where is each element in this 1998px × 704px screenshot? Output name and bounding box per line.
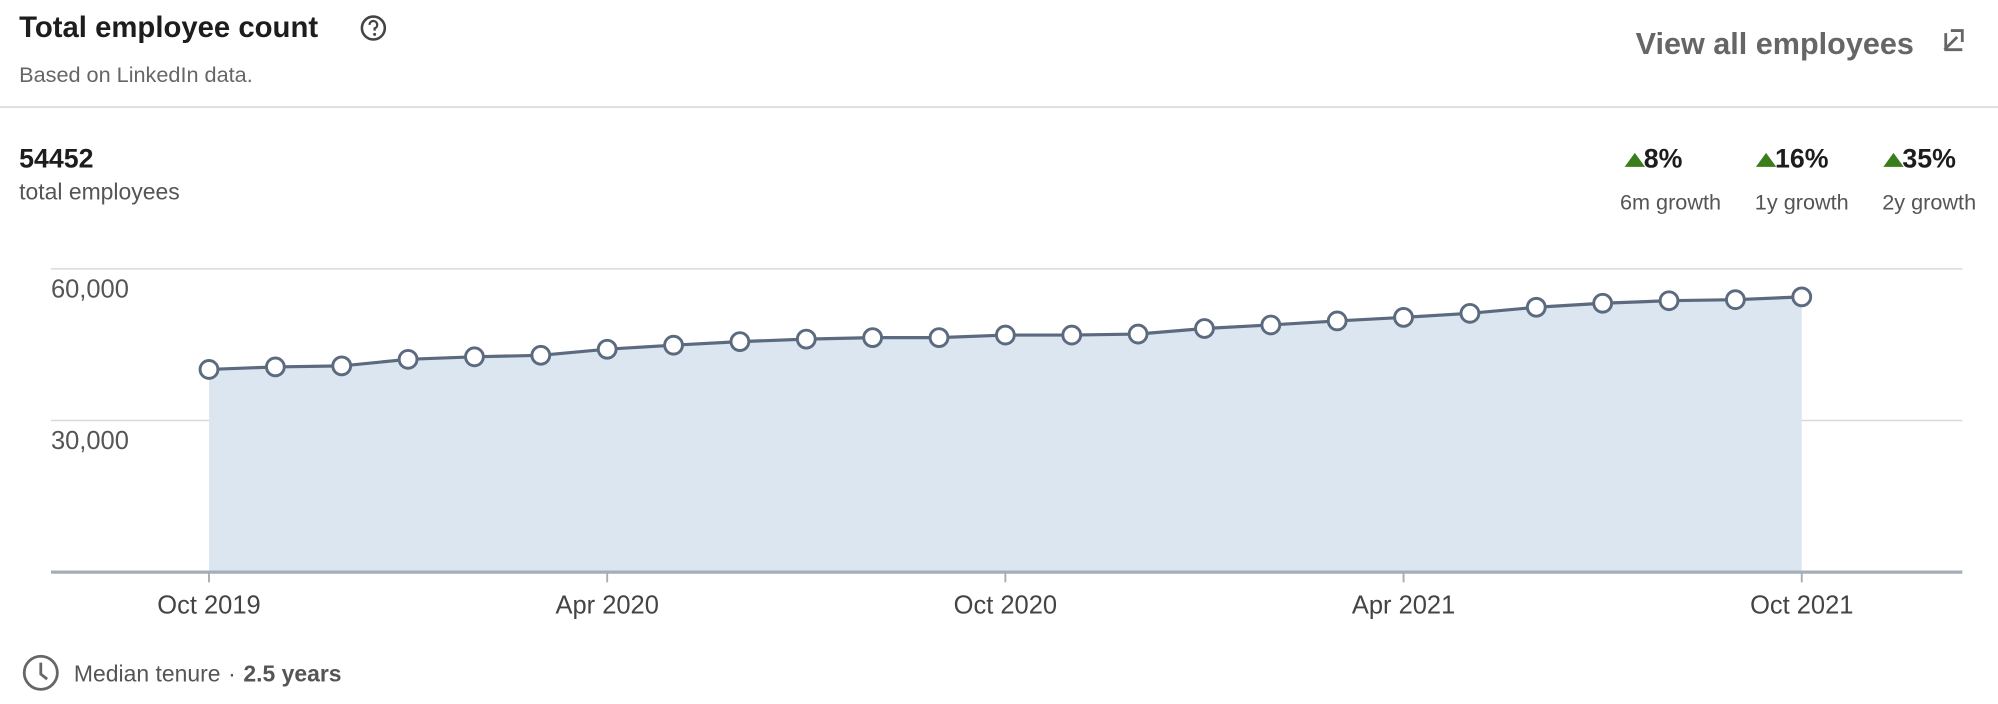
title: Total employee count [19, 11, 318, 44]
view-all-link[interactable]: View all employees [1636, 27, 1914, 61]
growth-stats: 8% 6m growth 16% 1y growth 35% 2y growth [1620, 144, 1976, 215]
point [1326, 310, 1348, 332]
total-value: 54452 [19, 144, 93, 174]
point [464, 346, 485, 368]
point [1525, 296, 1547, 318]
point [1791, 286, 1813, 308]
x-tick-label: Oct 2021 [1750, 591, 1853, 619]
growth-label: 2y growth [1882, 190, 1976, 215]
tenure-separator: · [228, 660, 236, 686]
x-tick-label: Oct 2019 [157, 591, 260, 619]
point [862, 327, 884, 348]
growth-value: 35% [1902, 144, 1956, 174]
chart: 30,000 60,000 Oct 2019 Apr 2020 Oct 2020 Apr … [51, 268, 1963, 619]
point [663, 334, 684, 356]
point [596, 338, 618, 360]
growth-label: 6m growth [1620, 190, 1721, 215]
x-tick-label: Oct 2020 [954, 591, 1057, 619]
point [1592, 292, 1614, 314]
point [928, 327, 950, 348]
point [198, 359, 220, 380]
growth-label: 1y growth [1755, 190, 1849, 215]
point [1260, 314, 1282, 336]
point [1127, 323, 1149, 345]
point [331, 355, 353, 377]
subtitle: Based on LinkedIn data. [19, 62, 253, 87]
tenure: Median tenure · 2.5 years [74, 660, 342, 686]
growth-arrow [1755, 152, 1777, 167]
point [795, 328, 817, 350]
point [1061, 324, 1083, 346]
point [397, 348, 419, 370]
tenure-value: 2.5 years [243, 660, 341, 686]
point [530, 344, 552, 366]
point [1393, 306, 1414, 328]
total-label: total employees [19, 179, 180, 205]
point [1194, 318, 1215, 339]
growth-arrow [1624, 152, 1646, 167]
growth-value: 16% [1775, 144, 1829, 174]
area [208, 296, 1802, 573]
point [1658, 290, 1680, 312]
point [264, 356, 286, 378]
help-icon[interactable] [360, 15, 387, 41]
point [1459, 302, 1481, 324]
x-tick-label: Apr 2020 [555, 591, 658, 619]
point [994, 324, 1016, 346]
point [729, 331, 751, 353]
external-link-icon[interactable] [1943, 29, 1964, 52]
clock-icon [22, 654, 59, 691]
tenure-label: Median tenure [74, 660, 221, 686]
point [1725, 289, 1746, 311]
y-tick-label: 30,000 [51, 427, 129, 455]
y-tick-label: 60,000 [51, 275, 129, 303]
x-tick-label: Apr 2021 [1352, 591, 1455, 619]
growth-arrow [1883, 152, 1904, 167]
growth-value: 8% [1644, 144, 1683, 174]
